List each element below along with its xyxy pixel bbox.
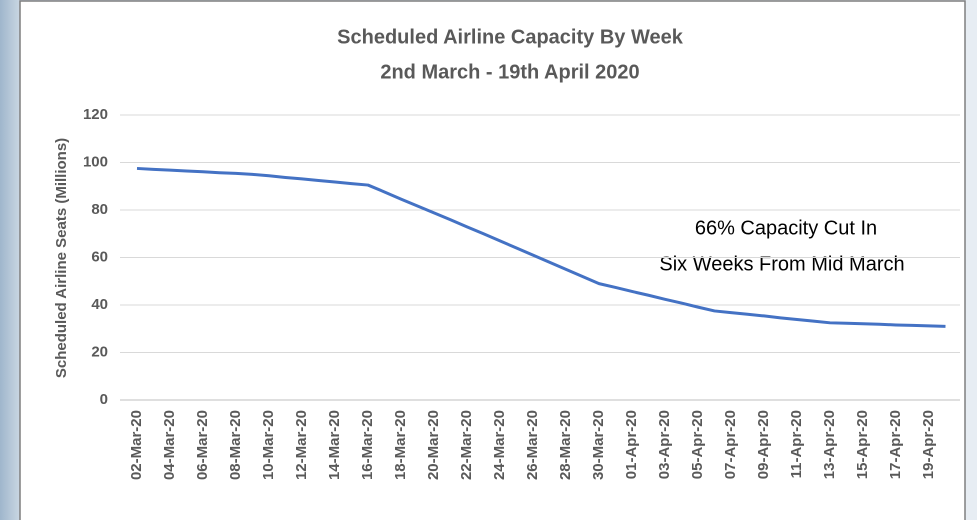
y-tick-label: 100 <box>83 153 108 170</box>
x-tick-label: 05-Apr-20 <box>689 410 706 479</box>
y-axis-title: Scheduled Airline Seats (Millions) <box>53 138 70 378</box>
chart-title: Scheduled Airline Capacity By Week <box>337 26 684 48</box>
x-tick-label: 01-Apr-20 <box>623 410 640 479</box>
x-tick-label: 07-Apr-20 <box>722 410 739 479</box>
x-tick-label: 10-Mar-20 <box>260 410 277 480</box>
x-tick-label: 28-Mar-20 <box>557 410 574 480</box>
x-tick-label: 19-Apr-20 <box>920 410 937 479</box>
y-tick-label: 40 <box>91 296 108 313</box>
x-tick-label: 22-Mar-20 <box>458 410 475 480</box>
x-tick-label: 15-Apr-20 <box>854 410 871 479</box>
y-tick-label: 0 <box>100 391 108 408</box>
y-tick-label: 80 <box>91 201 108 218</box>
y-tick-label: 20 <box>91 343 108 360</box>
x-tick-label: 18-Mar-20 <box>392 410 409 480</box>
x-tick-label: 13-Apr-20 <box>821 410 838 479</box>
x-tick-label: 11-Apr-20 <box>788 410 805 478</box>
data-line <box>136 166 946 328</box>
annotation: Six Weeks From Mid March <box>659 253 904 275</box>
x-tick-label: 24-Mar-20 <box>491 410 508 480</box>
x-tick-label: 14-Mar-20 <box>326 410 343 480</box>
x-tick-label: 30-Mar-20 <box>590 410 607 480</box>
x-tick-label: 03-Apr-20 <box>656 410 673 479</box>
annotation: 66% Capacity Cut In <box>695 217 877 239</box>
x-tick-label: 17-Apr-20 <box>887 410 904 479</box>
x-tick-label: 09-Apr-20 <box>755 410 772 479</box>
x-tick-label: 06-Mar-20 <box>194 410 211 480</box>
chart-frame <box>19 0 966 520</box>
chart-subtitle: 2nd March - 19th April 2020 <box>380 61 639 83</box>
x-tick-label: 20-Mar-20 <box>425 410 442 480</box>
y-tick-label: 120 <box>83 106 108 123</box>
x-tick-label: 04-Mar-20 <box>161 410 178 480</box>
x-tick-label: 08-Mar-20 <box>227 410 244 480</box>
x-tick-label: 16-Mar-20 <box>359 410 376 480</box>
x-tick-label: 12-Mar-20 <box>293 410 310 480</box>
y-tick-label: 60 <box>91 248 108 265</box>
x-tick-label: 02-Mar-20 <box>128 410 145 480</box>
x-tick-label: 26-Mar-20 <box>524 410 541 480</box>
